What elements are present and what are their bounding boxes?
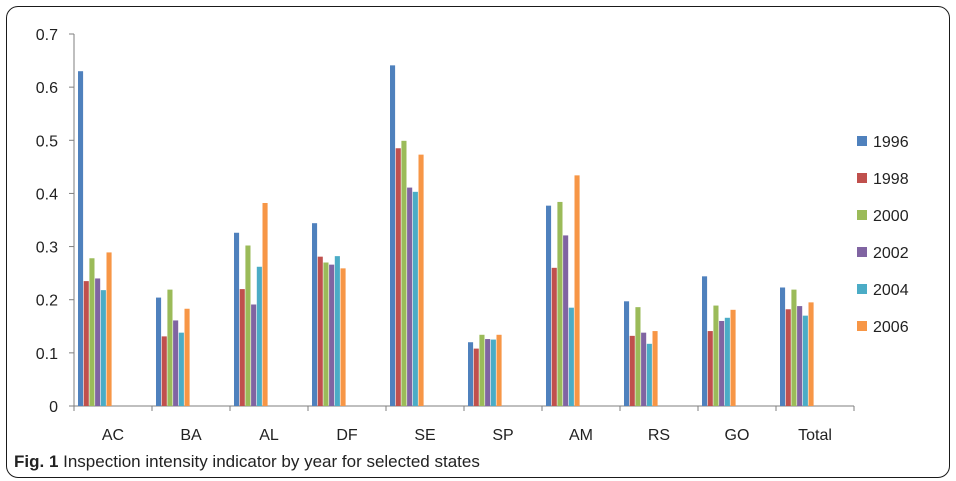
bar — [802, 315, 808, 406]
bar — [730, 309, 736, 406]
bar — [161, 336, 167, 406]
legend-label: 2000 — [873, 208, 909, 225]
bar — [167, 289, 173, 406]
legend-swatch — [857, 210, 867, 220]
bar — [479, 334, 485, 406]
bar — [635, 307, 641, 406]
bar — [702, 276, 708, 406]
bar — [563, 235, 569, 406]
bar — [251, 304, 257, 406]
legend-swatch — [857, 321, 867, 331]
x-tick-label: AM — [569, 427, 593, 444]
bar — [401, 140, 407, 406]
y-tick-label: 0.4 — [36, 186, 58, 203]
bar — [624, 301, 630, 406]
bar — [106, 252, 112, 406]
bar — [239, 289, 245, 406]
figure-frame — [6, 6, 950, 478]
bar — [329, 264, 335, 406]
y-tick-label: 0.5 — [36, 133, 58, 150]
bar — [395, 148, 401, 406]
bar — [262, 202, 268, 406]
bar — [312, 223, 318, 406]
x-tick-label: AC — [102, 427, 124, 444]
caption-text: Inspection intensity indicator by year f… — [58, 452, 480, 471]
bar — [646, 343, 652, 406]
bar — [652, 331, 658, 406]
bar — [334, 256, 340, 406]
legend-swatch — [857, 173, 867, 183]
x-tick-label: SE — [414, 427, 435, 444]
bar — [551, 267, 557, 406]
legend-swatch — [857, 247, 867, 257]
bar — [78, 71, 84, 406]
bar — [184, 308, 190, 406]
bar — [407, 187, 413, 406]
bar — [418, 154, 424, 406]
bar — [473, 348, 479, 406]
bar — [724, 317, 730, 406]
figure-caption: Fig. 1 Inspection intensity indicator by… — [14, 452, 480, 472]
legend-swatch — [857, 284, 867, 294]
legend-label: 2004 — [873, 282, 909, 299]
bar — [390, 65, 396, 407]
legend-label: 2006 — [873, 319, 909, 336]
bar — [317, 256, 323, 406]
bar — [574, 175, 580, 406]
legend-label: 1996 — [873, 134, 909, 151]
y-tick-label: 0.3 — [36, 240, 58, 257]
bar — [95, 278, 101, 406]
bar — [641, 332, 647, 406]
bar — [546, 205, 552, 406]
bar — [340, 268, 346, 406]
bar — [785, 309, 791, 406]
bar — [156, 297, 162, 406]
bar — [791, 289, 797, 406]
bar — [323, 262, 329, 406]
bar — [245, 245, 251, 406]
y-tick-label: 0.7 — [36, 27, 58, 44]
bar — [568, 307, 574, 406]
bar — [808, 302, 814, 406]
bar — [178, 332, 184, 406]
bar — [780, 287, 786, 406]
legend-label: 2002 — [873, 245, 909, 262]
y-tick-label: 0.6 — [36, 80, 58, 97]
legend-label: 1998 — [873, 171, 909, 188]
bar — [89, 258, 95, 406]
bar — [485, 339, 491, 406]
bar — [707, 331, 713, 406]
bar — [496, 334, 502, 406]
bar — [629, 335, 635, 406]
bar — [468, 342, 474, 406]
bar — [412, 191, 418, 406]
y-tick-label: 0 — [49, 399, 58, 416]
caption-label: Fig. 1 — [14, 452, 59, 471]
bar — [797, 306, 803, 406]
bar-chart: 0 0.1 0.2 0.3 0.4 0.5 0.6 0.7 AC BA AL DF SE SP AM RS GO… — [36, 27, 909, 444]
bar — [719, 320, 725, 406]
legend-swatch — [857, 136, 867, 146]
bar — [490, 339, 496, 406]
x-tick-label: Total — [798, 427, 832, 444]
x-tick-label: RS — [648, 427, 670, 444]
bar — [234, 232, 240, 406]
bar — [557, 201, 563, 406]
y-tick-label: 0.1 — [36, 346, 58, 363]
bar — [256, 266, 262, 406]
x-tick-label: SP — [492, 427, 513, 444]
x-tick-label: AL — [259, 427, 279, 444]
bar — [83, 281, 89, 406]
y-tick-label: 0.2 — [36, 293, 58, 310]
bar — [100, 290, 106, 406]
bar — [173, 320, 179, 406]
x-tick-label: DF — [336, 427, 358, 444]
x-tick-label: BA — [180, 427, 202, 444]
x-tick-label: GO — [725, 427, 750, 444]
bar — [713, 305, 719, 406]
